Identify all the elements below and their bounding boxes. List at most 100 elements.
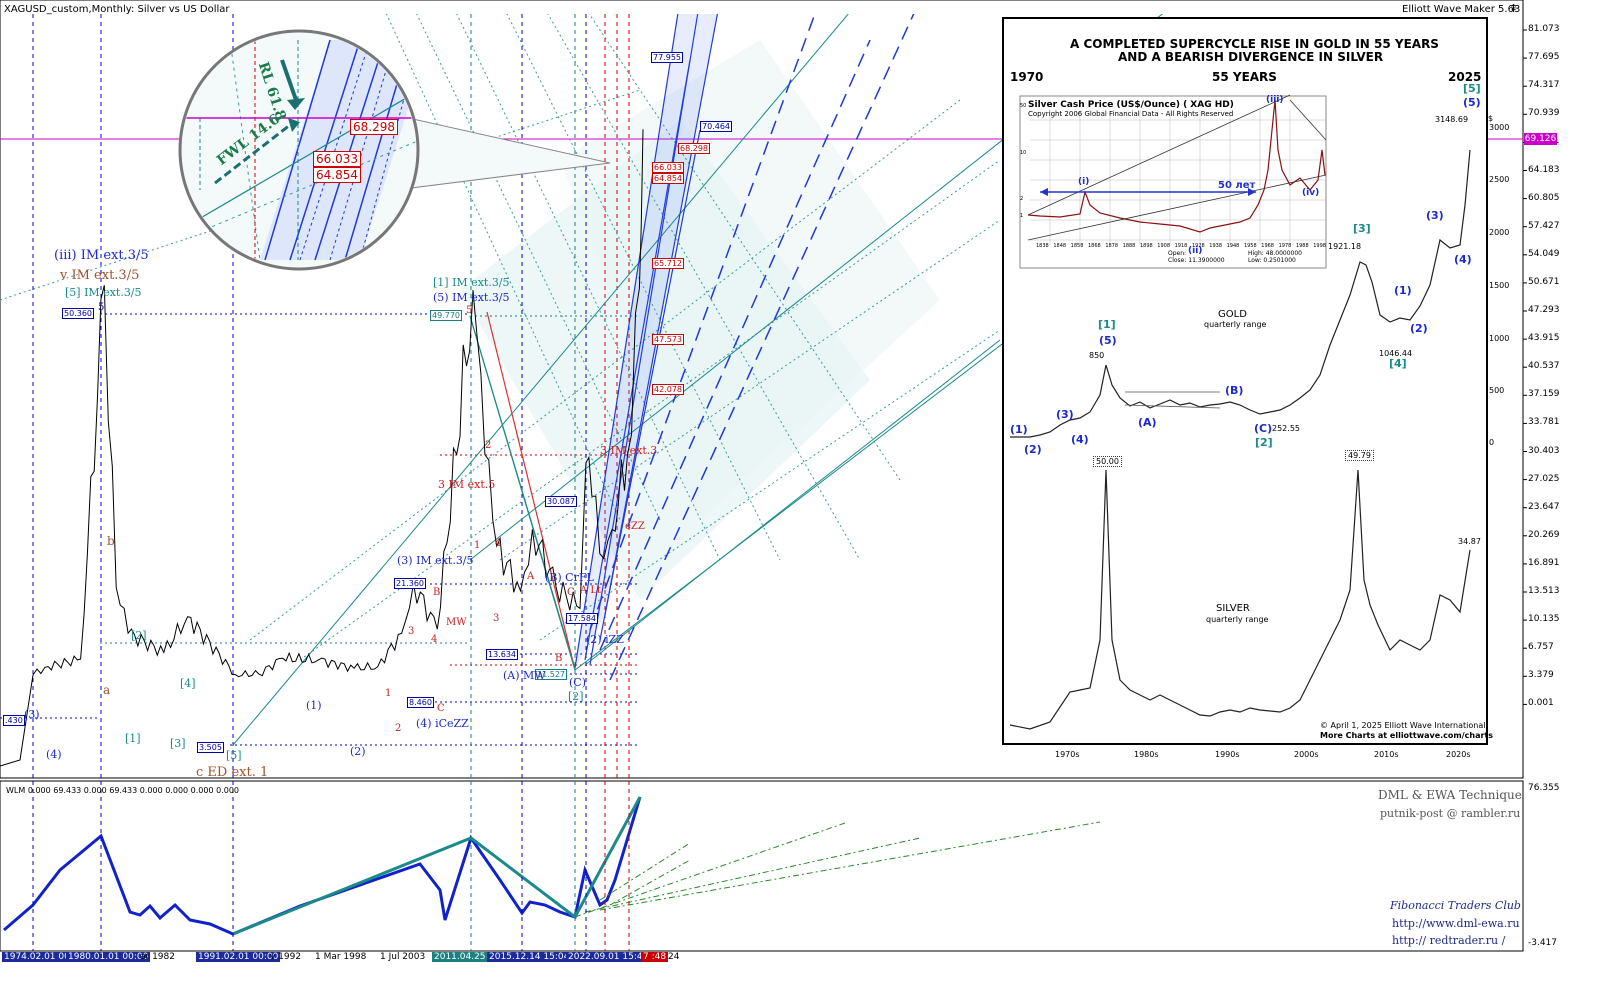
inset-credit: More Charts at elliottwave.com/charts (1320, 731, 1494, 740)
redtrader-url[interactable]: http:// redtrader.ru / (1392, 934, 1506, 947)
silver-label: SILVER (1216, 603, 1250, 614)
time-label: ar 1982 (140, 952, 175, 962)
inset-title: AND A BEARISH DIVERGENCE IN SILVER (1118, 50, 1384, 64)
gold-peak: 3148.69 (1435, 115, 1469, 124)
chart-title: XAGUSD_custom,Monthly: Silver vs US Doll… (4, 4, 230, 15)
wave-label: [5] (226, 749, 242, 762)
inset-wave: (5) (1099, 334, 1117, 347)
silver-x-tick: 1838 (1036, 243, 1049, 249)
target-box: 42.078 (652, 384, 684, 395)
brand-label: Elliott Wave Maker 5.63 (1402, 4, 1521, 15)
silver-y-tick: 10 (1020, 150, 1027, 156)
decade-label: 1970s (1055, 750, 1080, 759)
inset-year: 1970 (1010, 70, 1044, 84)
decade-label: 2000s (1294, 750, 1319, 759)
silver-x-tick: 1928 (1191, 243, 1205, 249)
price-series (0, 129, 644, 767)
wave-label: (2) (350, 745, 366, 758)
decade-label: 2010s (1374, 750, 1399, 759)
target-box: 77.955 (651, 52, 683, 63)
wave-label: (B) CrFL (545, 571, 594, 584)
decade-label: 2020s (1446, 750, 1471, 759)
silver-3487: 34.87 (1458, 537, 1481, 546)
target-box: 64.854 (652, 173, 684, 184)
indicator-label: WLM 0.000 69.433 0.000 69.433 0.000 0.00… (6, 786, 240, 795)
decade-label: 1990s (1215, 750, 1240, 759)
silver-x-tick: 1918 (1174, 243, 1188, 249)
inset-wave: (3) (1426, 209, 1444, 222)
price-axis-tick: 30.403 (1528, 445, 1560, 456)
gold-y-tick: 0 (1489, 438, 1495, 447)
silver-chart-open: Open: (1168, 250, 1187, 257)
price-axis-tick: 43.915 (1528, 333, 1560, 344)
price-axis-tick: 0.001 (1528, 698, 1554, 709)
inset-gold-line (1010, 149, 1471, 438)
wave-label: (C) (569, 676, 586, 689)
gold-y-tick: 1000 (1489, 334, 1510, 343)
price-axis-tick: 70.939 (1528, 108, 1560, 119)
silver-x-tick: 1938 (1209, 243, 1223, 249)
wave-label: MW (446, 617, 467, 628)
price-box: 11.527 (535, 669, 567, 680)
wave-label: 4 (431, 634, 438, 645)
silver-y-tick: 50 (1020, 103, 1027, 109)
silver-chart-close: Close: 11.3900000 (1168, 257, 1225, 264)
wave-label: 5 (98, 302, 105, 313)
wave-label: C (437, 703, 445, 714)
price-axis-tick: 10.135 (1528, 614, 1560, 625)
wave-label: [3] (170, 737, 186, 750)
time-label: 2011.04.25 00 (432, 952, 502, 962)
gold-y-tick: 2500 (1489, 175, 1510, 184)
wave-label: 1 (474, 540, 481, 551)
wave-label: [2] (131, 629, 147, 642)
dml-url[interactable]: http://www.dml-ewa.ru (1392, 917, 1520, 930)
indicator-fans (574, 821, 1101, 918)
price-box: .430 (3, 715, 25, 726)
inset-silver-quarterly (1009, 469, 1471, 730)
price-axis-tick: 81.073 (1528, 24, 1560, 34)
email-label: putnik-post @ rambler.ru (1380, 807, 1521, 820)
wave-label: (A) MW (503, 669, 546, 682)
mag-price-a: 68.298 (350, 119, 398, 135)
mag-price-b: 66.033 (313, 151, 361, 167)
wave-label: A (527, 571, 535, 582)
price-box: 30.087 (545, 496, 577, 507)
inset-wave: (B) (1225, 384, 1244, 397)
wave-label: (3) (24, 708, 40, 721)
price-box: 50.360 (62, 308, 94, 319)
wave-label: a (103, 683, 111, 697)
inset-wave: (C) (1254, 422, 1273, 435)
inset-wave: (iii) (1266, 95, 1284, 105)
inset-year: 55 YEARS (1212, 70, 1277, 84)
inset-wave: (1) (1010, 423, 1028, 436)
price-axis-tick: 3.379 (1528, 670, 1554, 681)
silver-sub: quarterly range (1206, 615, 1269, 624)
inset-wave: (3) (1056, 408, 1074, 421)
magnifier (178, 29, 611, 271)
indicator-axis-top: 76.355 (1528, 783, 1560, 793)
price-axis-tick: 77.695 (1528, 52, 1560, 63)
price-axis-tick: 54.049 (1528, 248, 1560, 259)
wave-label: (5) IM ext.3/5 (433, 291, 510, 304)
wave-label: 2 (395, 723, 402, 734)
time-label: 2015.12.14 15:04 (487, 952, 572, 962)
price-axis-tick: 40.537 (1528, 361, 1560, 372)
silver-y-tick: 1 (1020, 213, 1024, 219)
target-box: 68.298 (678, 143, 710, 154)
wave-label: 2 (485, 440, 492, 451)
silver-x-tick: 1958 (1243, 243, 1257, 249)
inset-title: A COMPLETED SUPERCYCLE RISE IN GOLD IN 5… (1070, 37, 1439, 51)
inset-year: 2025 (1448, 70, 1482, 84)
inset-wave: [2] (1255, 436, 1273, 449)
price-axis-tick: 37.159 (1528, 389, 1560, 400)
scroll-arrow-icon[interactable]: ⇞ (1509, 2, 1519, 15)
time-label: 1980.01.01 00:00 (66, 952, 151, 962)
inset-wave: (4) (1454, 253, 1472, 266)
mag-price-c: 64.854 (313, 167, 361, 183)
silver-x-tick: 1888 (1122, 243, 1136, 249)
silver-x-tick: 1988 (1295, 243, 1309, 249)
inset-wave: (5) (1463, 96, 1481, 109)
decade-label: 1980s (1134, 750, 1159, 759)
wave-label: B (433, 587, 441, 598)
